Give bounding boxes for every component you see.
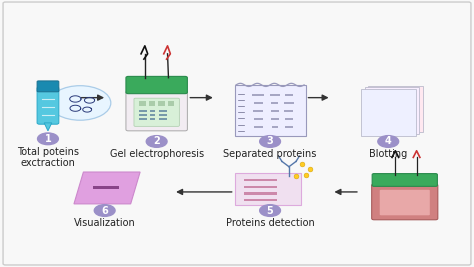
Bar [270,95,280,96]
FancyBboxPatch shape [126,91,187,131]
Circle shape [146,136,167,147]
Bar [244,199,277,201]
Bar [244,186,277,188]
Text: Visualization: Visualization [74,218,136,229]
FancyBboxPatch shape [3,2,471,265]
Bar [271,103,278,104]
Text: 1: 1 [45,134,51,144]
Polygon shape [44,123,52,131]
Bar [254,103,263,104]
Bar [244,179,277,181]
Bar [252,95,264,96]
Bar [271,118,279,120]
Bar [159,110,166,112]
FancyBboxPatch shape [368,86,423,132]
Bar [159,114,166,116]
FancyBboxPatch shape [139,101,146,106]
FancyBboxPatch shape [361,89,416,136]
FancyBboxPatch shape [167,101,174,106]
Bar [285,126,293,128]
Circle shape [49,86,111,120]
Text: Total poteins
exctraction: Total poteins exctraction [17,147,79,168]
Bar [254,126,263,128]
Polygon shape [74,172,140,204]
Text: 5: 5 [267,206,273,215]
Text: 3: 3 [267,136,273,147]
Bar [150,114,155,116]
FancyBboxPatch shape [37,87,59,124]
Text: Separated proteins: Separated proteins [223,150,317,159]
FancyBboxPatch shape [235,85,306,136]
Bar [272,126,278,128]
FancyBboxPatch shape [235,172,301,205]
Text: Gel electrophoresis: Gel electrophoresis [109,150,204,159]
Bar [93,186,119,189]
Bar [284,110,293,112]
Circle shape [260,136,281,147]
Bar [150,118,155,120]
Text: Proteins detection: Proteins detection [226,218,314,229]
Bar [285,95,293,96]
Bar [139,114,147,116]
Circle shape [94,205,115,216]
Bar [159,118,166,120]
Bar [254,118,263,120]
FancyBboxPatch shape [380,190,430,215]
Circle shape [37,133,58,145]
Bar [271,110,279,112]
Bar [285,118,293,120]
Text: 2: 2 [153,136,160,147]
Circle shape [378,136,399,147]
FancyBboxPatch shape [365,87,419,134]
FancyBboxPatch shape [37,81,59,92]
Bar [244,192,277,195]
Text: 6: 6 [101,206,108,215]
FancyBboxPatch shape [372,174,438,186]
FancyBboxPatch shape [158,101,164,106]
FancyBboxPatch shape [126,76,187,94]
Bar [139,118,147,120]
Bar [253,110,264,112]
FancyBboxPatch shape [149,101,155,106]
Text: Blotting: Blotting [369,150,407,159]
Circle shape [260,205,281,216]
FancyBboxPatch shape [372,184,438,220]
Bar [139,110,147,112]
Bar [284,103,294,104]
Text: 4: 4 [385,136,392,147]
Bar [150,110,155,112]
FancyBboxPatch shape [134,98,179,126]
